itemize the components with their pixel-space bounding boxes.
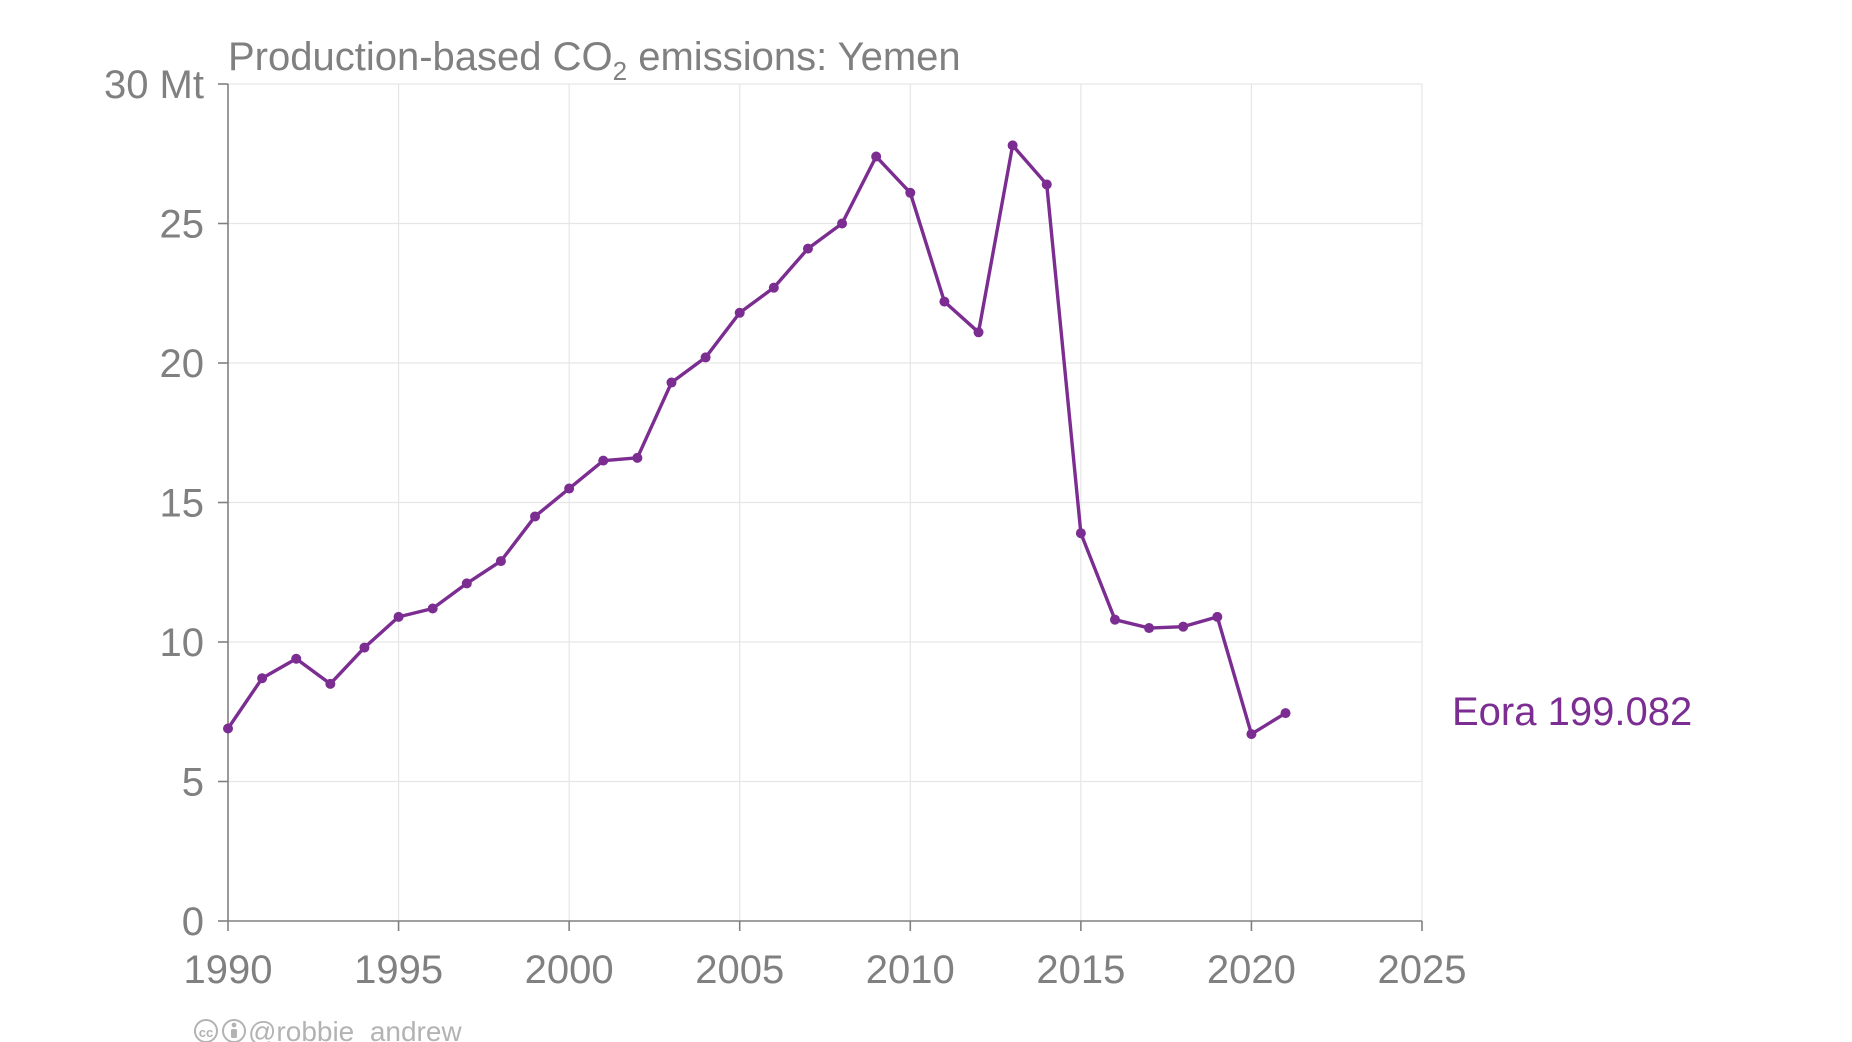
data-point bbox=[1109, 614, 1120, 625]
data-point bbox=[666, 377, 677, 388]
series-label: Eora 199.082 bbox=[1452, 690, 1692, 734]
data-point bbox=[1178, 621, 1189, 632]
y-tick-label: 30 Mt bbox=[104, 63, 204, 107]
y-tick-label: 15 bbox=[160, 482, 205, 526]
data-point bbox=[632, 452, 643, 463]
data-point bbox=[768, 282, 779, 293]
data-point bbox=[1144, 623, 1155, 634]
data-point bbox=[564, 483, 575, 494]
x-tick-label: 2015 bbox=[1036, 948, 1125, 992]
y-tick-label: 10 bbox=[160, 621, 205, 665]
chart-title-subscript: 2 bbox=[613, 56, 627, 86]
creative-commons-icon: cc bbox=[194, 1019, 218, 1042]
x-tick-label: 2020 bbox=[1207, 948, 1296, 992]
series-layer: Eora 199.082 bbox=[223, 140, 1692, 740]
x-tick-label: 2010 bbox=[866, 948, 955, 992]
data-point bbox=[325, 678, 336, 689]
credit-handle: @robbie_andrew bbox=[248, 1016, 462, 1042]
x-tick-label: 2000 bbox=[525, 948, 614, 992]
svg-text:cc: cc bbox=[199, 1025, 213, 1040]
data-point bbox=[393, 611, 404, 622]
chart-title: Production-based CO2 emissions: Yemen bbox=[228, 35, 961, 86]
attribution-icon bbox=[222, 1019, 246, 1042]
data-point bbox=[734, 307, 745, 318]
y-tick-label: 20 bbox=[160, 342, 205, 386]
data-point bbox=[359, 642, 370, 653]
data-point bbox=[700, 352, 711, 363]
data-point bbox=[495, 556, 506, 567]
y-tick-label: 25 bbox=[160, 203, 205, 247]
data-point bbox=[802, 243, 813, 254]
data-point bbox=[1246, 729, 1257, 740]
y-tick-label: 5 bbox=[182, 761, 204, 805]
series-line bbox=[226, 143, 1287, 736]
data-point bbox=[1075, 528, 1086, 539]
credit: cc @robbie_andrew bbox=[194, 1016, 462, 1042]
data-point bbox=[939, 296, 950, 307]
x-tick-label: 2025 bbox=[1378, 948, 1467, 992]
data-point bbox=[427, 603, 438, 614]
data-point bbox=[1280, 708, 1291, 719]
x-tick-label: 1995 bbox=[354, 948, 443, 992]
data-point bbox=[223, 723, 233, 734]
data-point bbox=[257, 673, 268, 684]
data-point bbox=[871, 151, 882, 162]
data-point bbox=[973, 327, 984, 338]
data-point bbox=[598, 455, 609, 466]
data-point bbox=[1212, 611, 1223, 622]
data-point bbox=[530, 511, 541, 522]
data-point bbox=[461, 578, 472, 589]
x-tick-label: 1990 bbox=[184, 948, 273, 992]
data-point bbox=[837, 218, 848, 229]
x-tick-label: 2005 bbox=[695, 948, 784, 992]
data-point bbox=[905, 187, 916, 198]
chart-title-rest: emissions: Yemen bbox=[627, 35, 961, 79]
data-point bbox=[291, 653, 302, 664]
chart-title-main: Production-based CO bbox=[228, 35, 613, 79]
y-tick-label: 0 bbox=[182, 900, 204, 944]
grid-layer bbox=[228, 83, 1423, 921]
data-point bbox=[1041, 179, 1052, 190]
data-point bbox=[1007, 140, 1018, 151]
